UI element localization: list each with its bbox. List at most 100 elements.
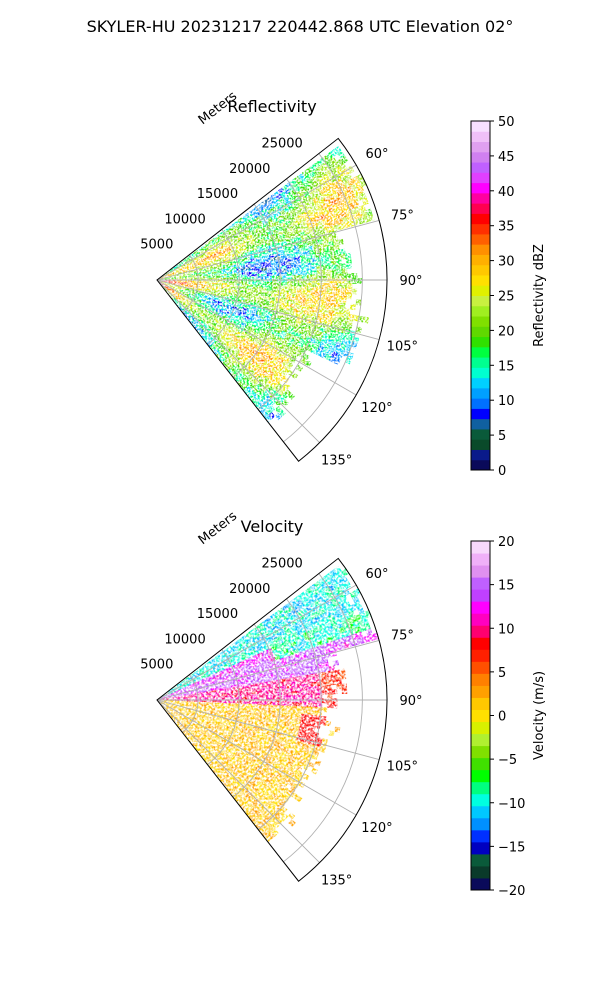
radar-gate (224, 729, 231, 735)
radar-gate (229, 346, 236, 353)
radar-gate (195, 325, 200, 331)
radar-gate (186, 285, 192, 289)
radar-gate (309, 249, 316, 255)
radar-gate (210, 659, 216, 665)
radar-gate (272, 217, 279, 224)
radar-gate (175, 707, 181, 711)
radar-gate (199, 327, 205, 334)
radar-gate (274, 772, 282, 779)
radar-gate (213, 319, 220, 324)
radar-gate (276, 291, 282, 296)
radar-gate (174, 288, 181, 292)
radar-gate (286, 709, 293, 714)
radar-gate (266, 284, 273, 289)
radar-gate (311, 261, 317, 267)
radar-gate (261, 650, 268, 656)
radar-gate (245, 684, 252, 688)
radar-gate (214, 716, 220, 720)
radar-gate (206, 303, 212, 308)
radar-gate (161, 282, 166, 287)
radar-gate (161, 278, 168, 280)
radar-gate (166, 701, 173, 704)
radar-gate (219, 350, 225, 356)
radar-gate (299, 301, 306, 307)
radar-gate (261, 756, 268, 763)
radar-gate (334, 249, 341, 256)
radar-gate (179, 718, 185, 723)
radar-gate (218, 255, 224, 260)
radar-gate (229, 773, 236, 780)
radar-gate (270, 714, 277, 719)
radar-gate (262, 232, 270, 239)
radar-gate (331, 292, 337, 298)
radar-gate (252, 654, 259, 660)
radar-gate (211, 313, 218, 318)
radar-gate (235, 729, 242, 735)
colorbar-tick-label: 10 (498, 394, 515, 409)
radar-gate (256, 276, 263, 280)
radar-gate (239, 333, 246, 340)
radar-gate (284, 674, 291, 679)
radar-gate (181, 281, 188, 283)
radar-gate (241, 281, 248, 285)
radar-gate (248, 636, 256, 642)
radar-gate (222, 773, 229, 780)
colorbar-tick-label: 5 (498, 429, 506, 444)
radar-gate (161, 278, 168, 280)
radar-gate (284, 344, 292, 351)
radar-gate (180, 708, 186, 712)
radar-gate (341, 567, 350, 577)
radar-gate (272, 323, 280, 330)
radar-gate (203, 259, 210, 264)
radar-gate (258, 341, 265, 348)
radar-gate (204, 725, 211, 730)
radar-gate (244, 763, 251, 770)
radar-gate (250, 243, 258, 249)
azimuth-line (156, 279, 320, 443)
radar-gate (239, 324, 246, 330)
radar-gate (190, 289, 196, 293)
radar-gate (189, 265, 195, 269)
radar-gate (231, 277, 238, 280)
radar-gate (309, 673, 316, 679)
radar-gate (201, 271, 207, 274)
radar-gate (234, 311, 241, 317)
radar-gate (225, 777, 232, 784)
radar-gate (231, 688, 237, 692)
radar-gate (284, 792, 292, 800)
radar-gate (209, 260, 215, 265)
radar-gate (285, 715, 292, 721)
radar-gate (330, 214, 338, 222)
radar-gate (209, 736, 216, 742)
radar-gate (161, 282, 167, 285)
radar-gate (298, 308, 305, 315)
radar-gate (265, 263, 272, 268)
radar-gate (254, 355, 262, 362)
radar-gate (274, 672, 281, 678)
radar-gate (220, 355, 227, 362)
radar-gate (246, 641, 253, 647)
radar-gate (194, 252, 200, 257)
radar-gate (256, 699, 263, 703)
radar-gate (186, 694, 193, 696)
radar-gate (178, 299, 184, 305)
radar-gate (294, 304, 301, 310)
radar-gate (185, 709, 191, 712)
radar-gate (226, 275, 233, 278)
radar-gate (260, 684, 267, 689)
radar-gate (176, 295, 182, 299)
radar-gate (215, 745, 222, 751)
radar-gate (200, 265, 206, 269)
radar-gate (258, 738, 266, 744)
radar-gate (265, 314, 272, 320)
radar-gate (218, 297, 225, 302)
radar-gate (269, 341, 277, 347)
radar-gate (263, 202, 271, 209)
radar-gate (287, 770, 295, 777)
radar-gate (286, 691, 293, 696)
radar-gate (181, 716, 187, 721)
radar-gate (237, 303, 244, 308)
radar-gate (276, 265, 282, 270)
radar-gate (202, 257, 209, 261)
radar-gate (286, 695, 293, 700)
